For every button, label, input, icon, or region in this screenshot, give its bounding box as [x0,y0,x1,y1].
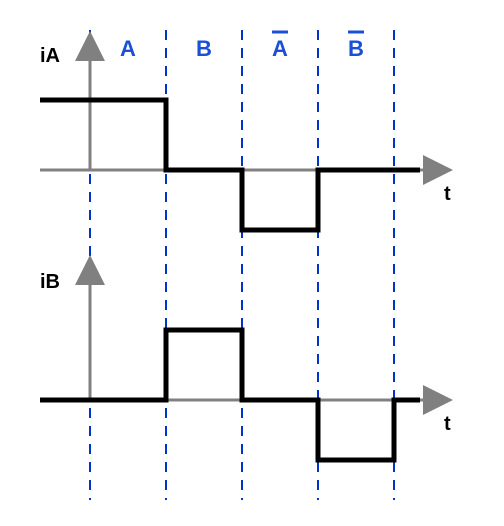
iA-waveform [40,100,420,230]
timing-diagram: A B A BiA t iB t [0,0,504,526]
iA-time-label: t [444,183,451,205]
iA-axis-label: iA [40,45,60,67]
iB-waveform [40,330,420,460]
phase-label-A-bar: A [272,36,288,61]
phase-label-B-bar: B [348,36,364,61]
phase-label-A: A [120,36,136,61]
iB-axis-label: iB [40,271,60,293]
iB-time-label: t [444,413,451,435]
phase-label-B: B [196,36,212,61]
